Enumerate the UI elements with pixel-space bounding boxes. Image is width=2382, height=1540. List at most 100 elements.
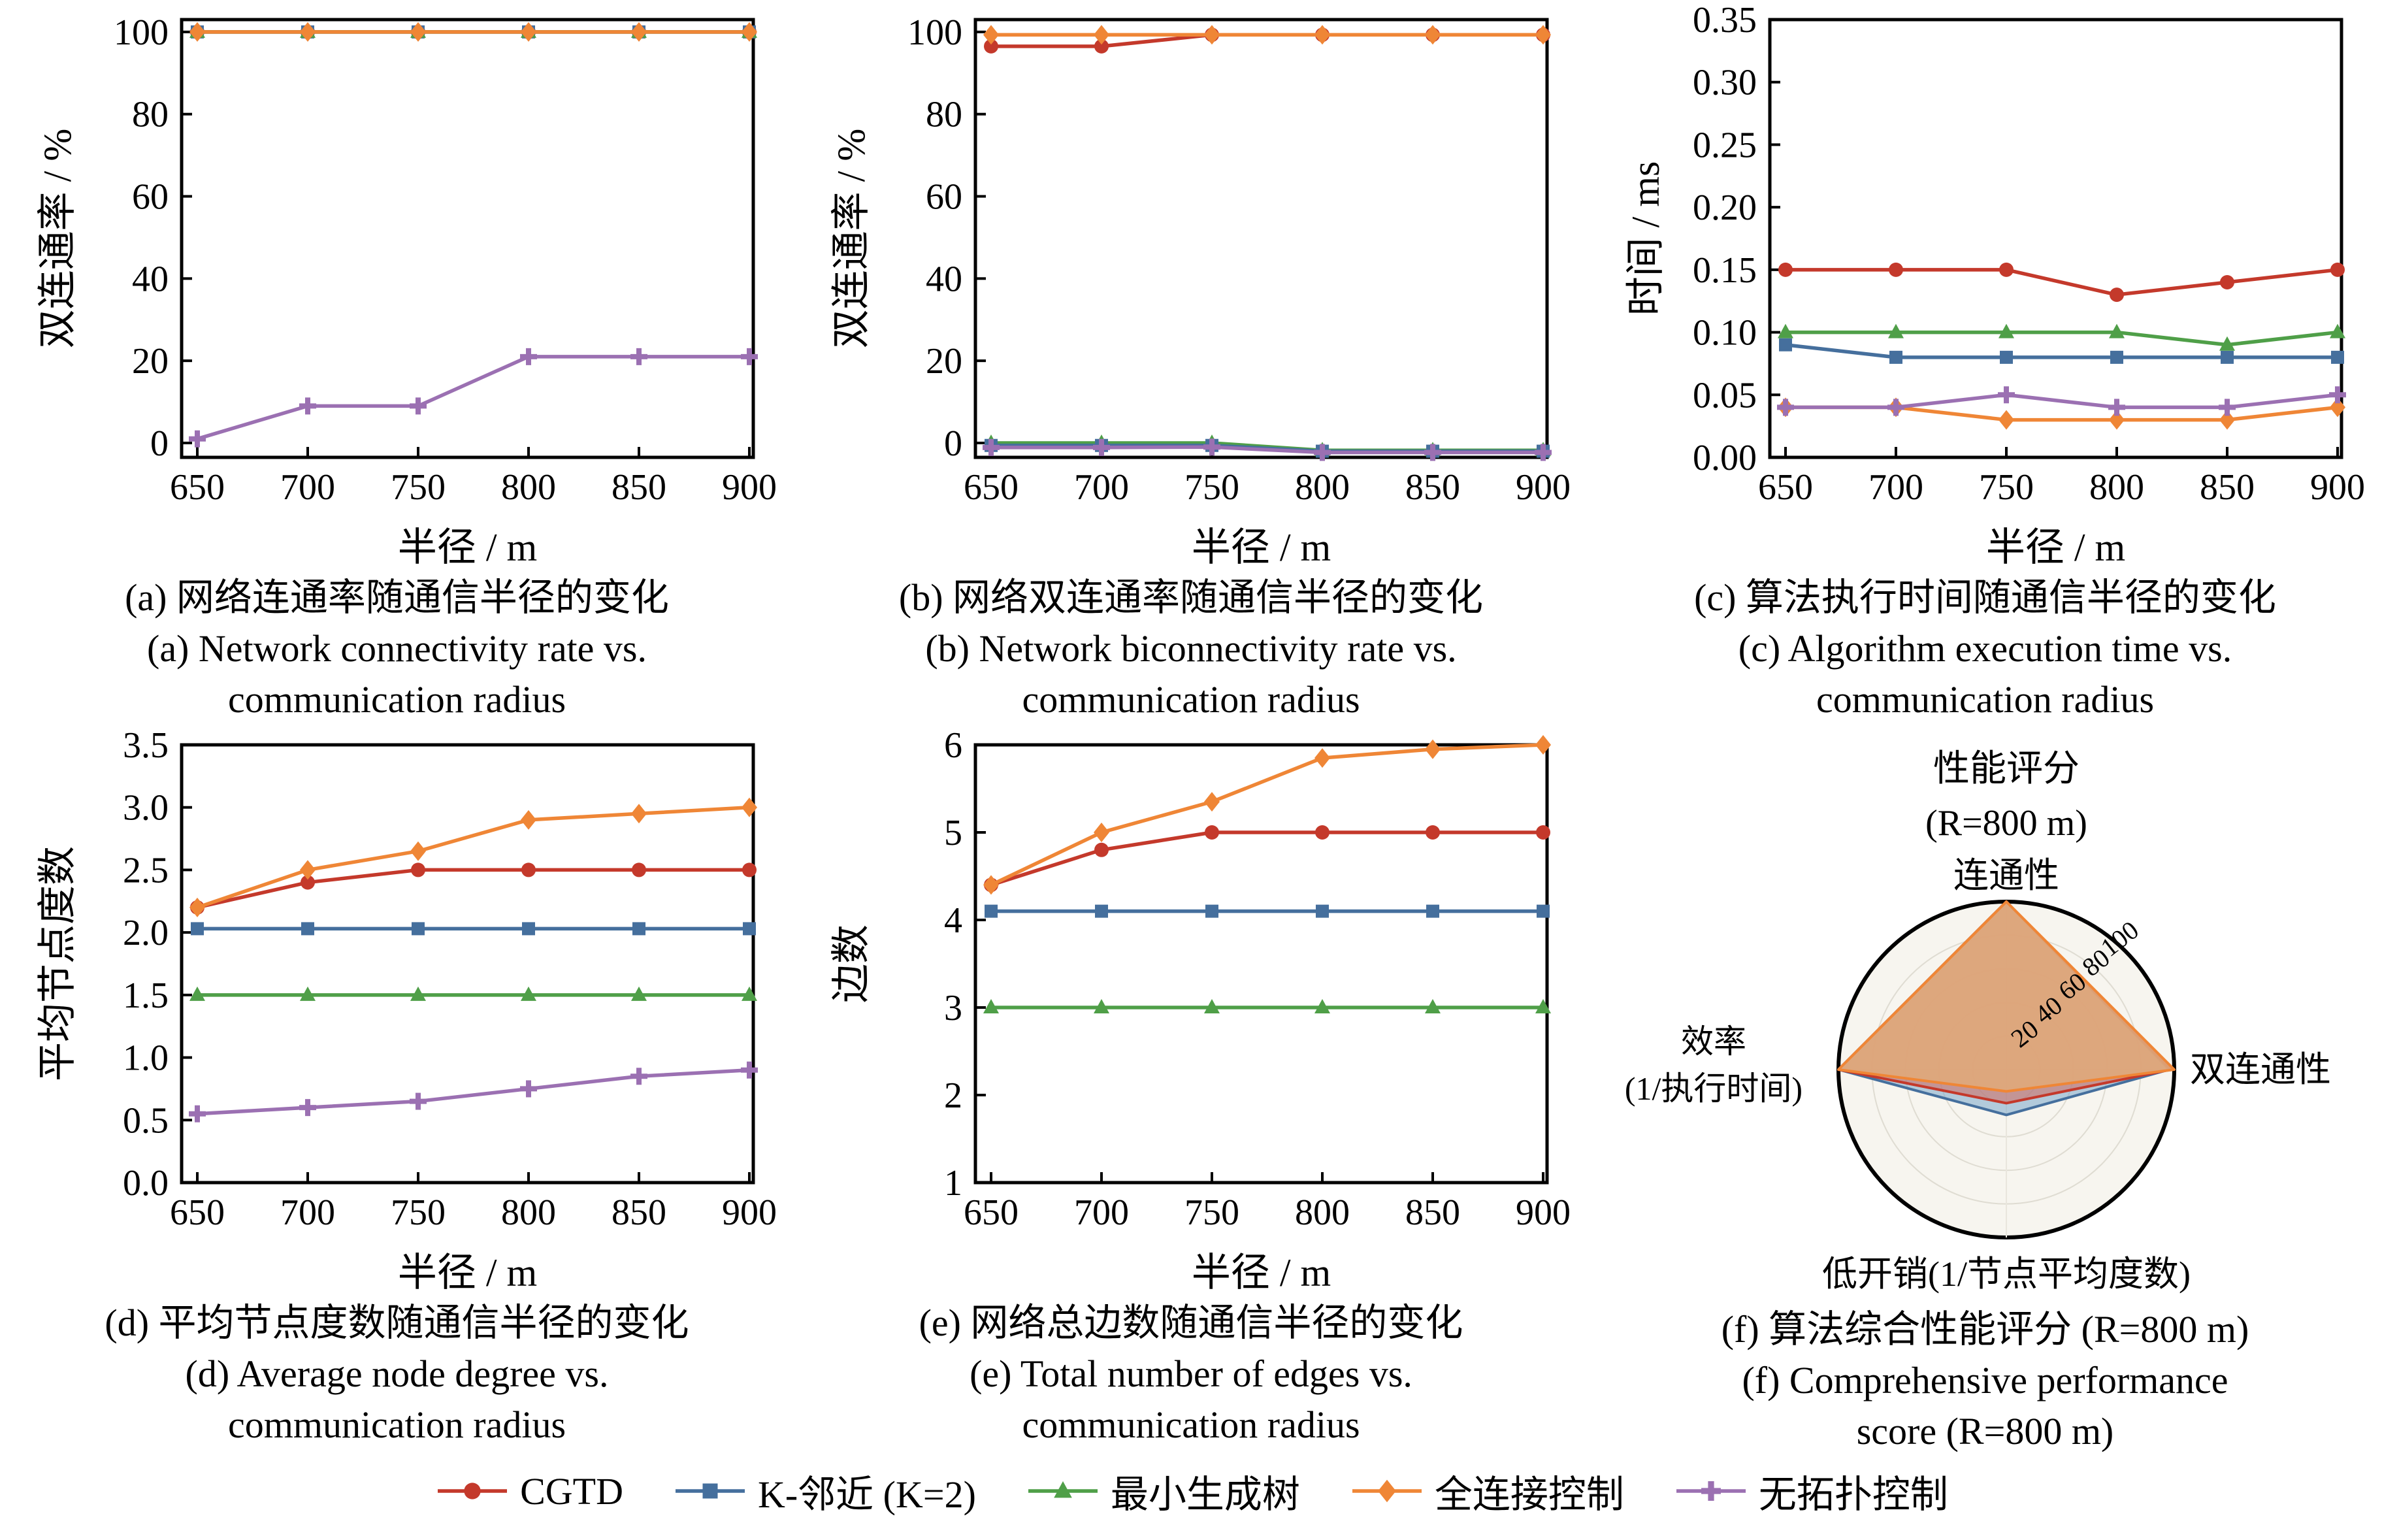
chart-e-total-edges: 650 700 750 800 850 900 1 2 3 4 5 6 半径 / m 边数 xyxy=(830,725,1570,1294)
panel-c: 650 700 750 800 850 900 0.00 0.05 0.10 0.15 0.20 0.… xyxy=(1588,0,2382,725)
legend-label-cgtd: CGTD xyxy=(520,1469,623,1513)
caption-a-en1: (a) Network connectivity rate vs. xyxy=(147,627,647,670)
panel-a: 650 700 750 800 850 900 0 20 40 60 80 100 半径 / m 双连通率… xyxy=(0,0,794,725)
svg-text:0.00: 0.00 xyxy=(1693,438,1757,478)
svg-text:20: 20 xyxy=(132,341,169,382)
caption-d-zh: (d) 平均节点度数随通信半径的变化 xyxy=(105,1302,689,1344)
svg-text:700: 700 xyxy=(1074,467,1129,508)
chart-c-execution-time: 650 700 750 800 850 900 0.00 0.05 0.10 0.15 0.20 0.… xyxy=(1624,0,2364,568)
svg-text:40: 40 xyxy=(926,259,962,299)
svg-text:半径 / m: 半径 / m xyxy=(397,1251,536,1294)
caption-c-en1: (c) Algorithm execution time vs. xyxy=(1738,627,2232,670)
caption-f-zh: (f) 算法综合性能评分 (R=800 m) xyxy=(1721,1308,2249,1351)
chart-b-biconnectivity: 650 700 750 800 850 900 0 20 40 60 80 100 半径 / m 双连通率… xyxy=(830,12,1570,568)
svg-text:2.5: 2.5 xyxy=(123,850,169,891)
svg-text:700: 700 xyxy=(280,1192,335,1233)
svg-text:双连通率 / %: 双连通率 / % xyxy=(830,129,873,349)
caption-d-en2: communication radius xyxy=(227,1403,566,1446)
svg-text:0.35: 0.35 xyxy=(1693,0,1757,41)
caption-a: (a) 网络连通率随通信半径的变化 (a) Network connectivi… xyxy=(125,572,669,725)
svg-text:5: 5 xyxy=(944,813,962,853)
svg-text:750: 750 xyxy=(1184,1192,1239,1233)
caption-c-en2: communication radius xyxy=(1816,678,2155,721)
legend-label-knn: K-邻近 (K=2) xyxy=(757,1473,976,1516)
panel-e: 650 700 750 800 850 900 1 2 3 4 5 6 半径 / m 边数 (e) 网络总… xyxy=(794,725,1588,1457)
caption-b-zh: (b) 网络双连通率随通信半径的变化 xyxy=(898,576,1484,619)
svg-text:0.05: 0.05 xyxy=(1693,375,1757,416)
svg-text:750: 750 xyxy=(1184,467,1239,508)
svg-text:0.20: 0.20 xyxy=(1693,188,1757,228)
svg-text:双连通性: 双连通性 xyxy=(2190,1050,2331,1089)
svg-text:900: 900 xyxy=(1516,1192,1570,1233)
caption-e-zh: (e) 网络总边数随通信半径的变化 xyxy=(919,1302,1463,1344)
caption-d: (d) 平均节点度数随通信半径的变化 (d) Average node degr… xyxy=(105,1298,689,1450)
subplot-grid: 650 700 750 800 850 900 0 20 40 60 80 100 半径 / m 双连通率… xyxy=(0,0,2382,1457)
svg-text:半径 / m: 半径 / m xyxy=(1192,1251,1331,1294)
panel-d: 650 700 750 800 850 900 0.0 0.5 1.0 1.5 2.0 2.5 3.0 3… xyxy=(0,725,794,1457)
caption-e-en1: (e) Total number of edges vs. xyxy=(970,1352,1412,1395)
legend-label-full: 全连接控制 xyxy=(1434,1473,1624,1516)
svg-text:750: 750 xyxy=(391,1192,446,1233)
svg-text:850: 850 xyxy=(2200,467,2255,508)
svg-text:0.25: 0.25 xyxy=(1693,125,1757,165)
legend-item-full: 全连接控制 xyxy=(1348,1464,1624,1518)
caption-b: (b) 网络双连通率随通信半径的变化 (b) Network biconnect… xyxy=(899,572,1483,725)
caption-f: (f) 算法综合性能评分 (R=800 m) (f) Comprehensive… xyxy=(1721,1304,2249,1457)
svg-text:100: 100 xyxy=(907,12,962,53)
svg-text:半径 / m: 半径 / m xyxy=(1985,526,2125,568)
svg-text:40: 40 xyxy=(132,259,169,299)
caption-f-en1: (f) Comprehensive performance xyxy=(1742,1359,2228,1401)
svg-text:700: 700 xyxy=(280,467,335,508)
svg-text:800: 800 xyxy=(2089,467,2144,508)
caption-b-en2: communication radius xyxy=(1022,678,1360,721)
svg-text:800: 800 xyxy=(1295,1192,1350,1233)
svg-text:60: 60 xyxy=(132,177,169,218)
svg-text:850: 850 xyxy=(612,1192,666,1233)
caption-a-en2: communication radius xyxy=(227,678,566,721)
svg-text:1.0: 1.0 xyxy=(123,1038,169,1079)
svg-text:0.0: 0.0 xyxy=(123,1163,169,1204)
legend-marker-plus-icon xyxy=(1676,1481,1746,1501)
svg-text:2.0: 2.0 xyxy=(123,913,169,953)
svg-text:900: 900 xyxy=(722,467,776,508)
svg-text:3: 3 xyxy=(944,988,962,1028)
svg-text:850: 850 xyxy=(612,467,666,508)
legend-marker-circle-icon xyxy=(438,1483,508,1499)
svg-text:900: 900 xyxy=(1516,467,1570,508)
caption-e: (e) 网络总边数随通信半径的变化 (e) Total number of ed… xyxy=(919,1298,1463,1450)
svg-text:2: 2 xyxy=(944,1075,962,1116)
svg-text:3.5: 3.5 xyxy=(123,725,169,766)
legend-item-mst: 最小生成树 xyxy=(1024,1464,1300,1518)
svg-text:800: 800 xyxy=(501,467,556,508)
svg-text:半径 / m: 半径 / m xyxy=(397,526,536,568)
legend-item-none: 无拓扑控制 xyxy=(1672,1464,1948,1518)
legend-marker-diamond-icon xyxy=(1352,1479,1422,1503)
chart-d-node-degree: 650 700 750 800 850 900 0.0 0.5 1.0 1.5 2.0 2.5 3.0 3… xyxy=(36,725,776,1294)
svg-text:半径 / m: 半径 / m xyxy=(1192,526,1331,568)
svg-text:750: 750 xyxy=(391,467,446,508)
legend-label-mst: 最小生成树 xyxy=(1110,1473,1300,1516)
legend-label-none: 无拓扑控制 xyxy=(1758,1473,1948,1516)
svg-text:650: 650 xyxy=(1758,467,1813,508)
legend-marker-triangle-icon xyxy=(1028,1481,1098,1498)
svg-text:60: 60 xyxy=(926,177,962,218)
svg-text:700: 700 xyxy=(1074,1192,1129,1233)
svg-text:800: 800 xyxy=(501,1192,556,1233)
svg-text:700: 700 xyxy=(1868,467,1923,508)
legend-marker-square-icon xyxy=(675,1483,745,1499)
caption-c: (c) 算法执行时间随通信半径的变化 (c) Algorithm executi… xyxy=(1694,572,2276,725)
svg-text:80: 80 xyxy=(132,95,169,135)
svg-text:650: 650 xyxy=(170,467,225,508)
panel-f: 20 40 60 80 100 性能评分 (R=800 m) 连通性 双连通性 低开销(1/节点平… xyxy=(1588,725,2382,1457)
legend-item-knn: K-邻近 (K=2) xyxy=(672,1464,976,1518)
svg-text:6: 6 xyxy=(944,725,962,766)
svg-text:性能评分: 性能评分 xyxy=(1933,749,2080,789)
svg-text:750: 750 xyxy=(1979,467,2034,508)
svg-text:900: 900 xyxy=(2310,467,2364,508)
legend: CGTD K-邻近 (K=2) 最小生成树 全连接控制 无拓扑控制 xyxy=(0,1457,2382,1525)
svg-text:0: 0 xyxy=(944,423,962,464)
svg-text:0: 0 xyxy=(150,423,169,464)
svg-text:平均节点度数: 平均节点度数 xyxy=(36,846,79,1081)
